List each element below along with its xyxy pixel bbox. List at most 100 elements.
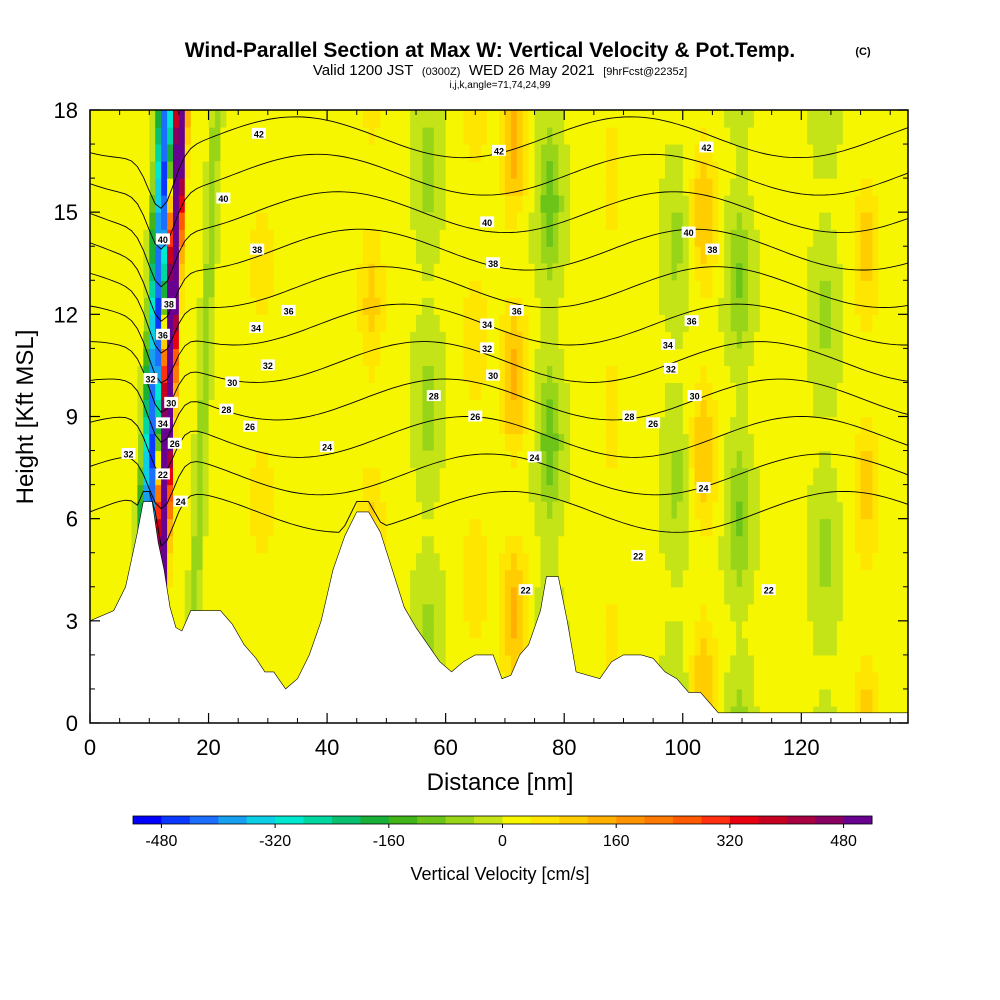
velocity-cell [528,212,536,230]
velocity-cell [623,331,630,349]
velocity-cell [244,569,251,588]
velocity-cell [896,348,903,366]
velocity-cell [516,195,524,213]
velocity-cell [801,263,808,281]
velocity-cell [872,348,879,366]
velocity-cell [493,450,500,469]
velocity-cell [836,688,844,707]
velocity-cell [410,246,417,264]
velocity-cell [771,671,779,690]
velocity-cell [101,161,109,179]
velocity-cell [463,433,470,452]
velocity-cell [718,246,725,264]
velocity-cell [777,501,785,520]
velocity-cell [665,127,672,145]
velocity-cell [712,212,719,230]
velocity-cell [226,297,233,315]
velocity-cell [392,365,399,383]
velocity-cell [783,399,790,418]
velocity-cell [178,246,186,264]
velocity-cell [398,382,405,400]
velocity-cell [765,229,773,247]
velocity-cell [333,348,340,366]
velocity-cell [113,433,121,452]
velocity-cell [421,552,429,571]
velocity-cell [576,382,583,400]
velocity-cell [700,382,707,400]
velocity-cell [854,671,862,690]
velocity-cell [386,382,393,400]
velocity-cell [475,518,482,537]
velocity-cell [771,518,779,537]
velocity-cell [516,382,524,400]
velocity-cell [463,382,470,400]
velocity-cell [214,280,221,298]
velocity-cell [309,399,316,418]
velocity-cell [700,161,707,179]
velocity-cell [119,467,127,486]
velocity-cell [184,535,192,554]
velocity-cell [558,484,565,503]
contour-label: 22 [631,550,646,562]
velocity-cell [688,144,696,162]
velocity-cell [327,144,334,162]
velocity-cell [558,178,565,196]
velocity-cell [107,518,115,537]
velocity-cell [303,263,310,281]
velocity-cell [445,144,453,162]
velocity-cell [261,450,269,469]
velocity-cell [635,501,642,520]
velocity-cell [605,654,613,673]
contour-label: 40 [216,192,231,204]
velocity-cell [315,518,322,537]
velocity-cell [178,297,186,315]
velocity-cell [665,297,672,315]
velocity-cell [398,416,405,435]
velocity-cell [558,144,565,162]
velocity-cell [623,535,630,554]
velocity-cell [244,263,251,281]
velocity-cell [587,399,595,418]
velocity-cell [765,501,773,520]
velocity-cell [576,586,583,605]
velocity-cell [623,229,630,247]
velocity-cell [291,433,298,452]
velocity-cell [178,229,186,247]
velocity-cell [214,348,221,366]
velocity-cell [356,212,364,230]
velocity-cell [783,654,790,673]
velocity-cell [807,433,814,452]
velocity-cell [753,144,761,162]
subtitle-zulu: (0300Z) [422,66,461,78]
velocity-cell [439,620,447,639]
velocity-cell [113,535,121,554]
velocity-cell [842,263,850,281]
velocity-cell [433,246,441,264]
velocity-cell [748,297,755,315]
velocity-cell [540,569,547,588]
velocity-cell [481,178,488,196]
velocity-cell [783,671,790,690]
velocity-cell [368,110,376,128]
velocity-cell [374,127,381,145]
velocity-cell [516,637,524,656]
velocity-cell [339,467,346,486]
velocity-cell [398,263,405,281]
velocity-cell [143,127,150,145]
velocity-cell [510,280,518,298]
velocity-cell [439,654,447,673]
velocity-cell [516,450,524,469]
velocity-cell [344,297,352,315]
velocity-cell [297,501,304,520]
velocity-cell [700,416,707,435]
velocity-cell [540,195,547,213]
velocity-cell [481,450,488,469]
velocity-cell [244,195,251,213]
svg-text:42: 42 [701,143,711,153]
colorbar-segment [815,816,845,824]
velocity-cell [742,382,749,400]
velocity-cell [807,620,814,639]
velocity-cell [421,569,429,588]
colorbar-tick-label: -480 [145,833,177,850]
velocity-cell [854,569,862,588]
